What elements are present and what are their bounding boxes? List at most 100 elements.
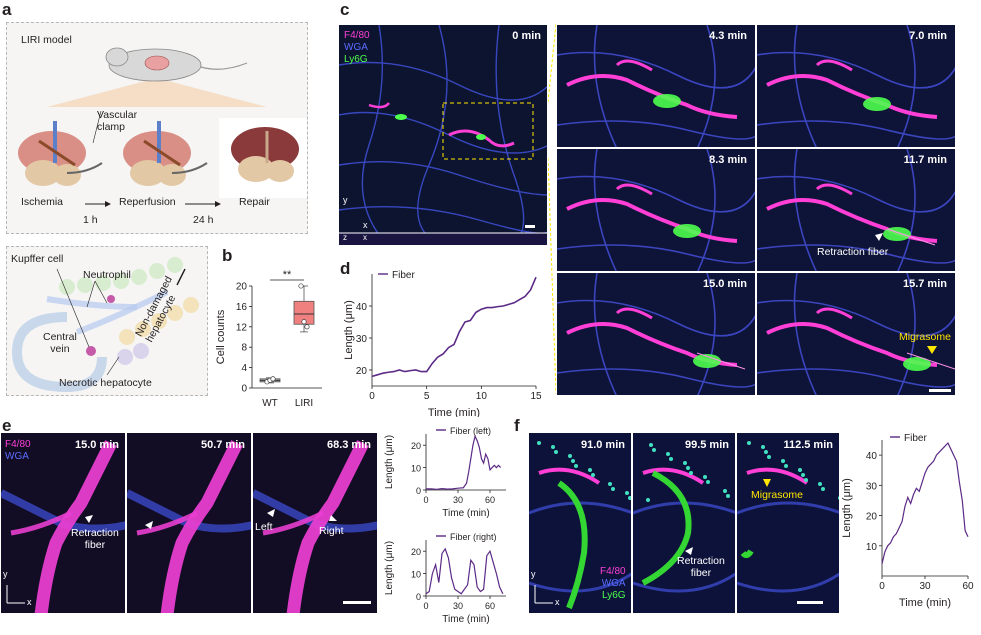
x-axis-label: Time (min)	[442, 508, 489, 519]
e-axis-y: y	[3, 569, 8, 579]
x-tick-label: 60	[485, 495, 495, 505]
f-migrasome-label: Migrasome	[751, 489, 803, 501]
c-frame-3-content	[557, 149, 755, 271]
c-retraction-fiber-label: Retraction fiber	[817, 246, 889, 258]
c-time-2: 7.0 min	[909, 30, 947, 42]
x-tick-label: 30	[919, 581, 931, 592]
e-frame-1-content	[1, 440, 125, 613]
liver-lobule-illustration	[11, 257, 199, 393]
e-channel-f480: F4/80	[5, 439, 31, 450]
c-migrasome-label: Migrasome	[899, 331, 951, 343]
y-axis-label: Length (μm)	[384, 541, 395, 595]
y-tick-label: 30	[356, 334, 368, 345]
y-tick-label: 10	[411, 570, 421, 580]
y-tick-label: 20	[356, 366, 368, 377]
x-tick-label: 0	[423, 495, 428, 505]
legend-label: Fiber (left)	[450, 426, 491, 436]
f-channels: F4/80 WGA Ly6G	[600, 566, 626, 602]
x-tick-label: 0	[369, 391, 375, 402]
c-axis-x: x	[363, 220, 368, 230]
c-frame-4-content	[757, 149, 955, 271]
c-frame-6: 15.7 min Migrasome	[756, 272, 956, 396]
series-line-0	[426, 434, 502, 490]
e-retraction-fiber-label: Retraction fiber	[71, 527, 119, 551]
y-tick-label: 0	[416, 486, 421, 496]
x-tick-label: LIRI	[295, 398, 313, 409]
fiber-length-chart: 0 5 10 15 20 30 40 Time (min) Length (μm) Fiber	[343, 270, 542, 417]
y-tick-label: 10	[866, 542, 878, 553]
significance-label: **	[283, 269, 292, 281]
y-axis-label: Cell counts	[215, 309, 227, 364]
f-frame-3-content	[737, 441, 839, 604]
x-tick-label: 5	[424, 391, 430, 402]
e-left-label: Left	[255, 521, 273, 533]
panel-label-e: e	[2, 416, 12, 435]
legend-label: Fiber	[392, 270, 415, 281]
e-axis-x: x	[27, 597, 32, 607]
legend-label: Fiber	[904, 433, 927, 444]
c-frame-4: 11.7 min Retraction fiber	[756, 148, 956, 272]
y-tick-label: 20	[411, 547, 421, 557]
e-right-label: Right	[319, 525, 344, 537]
fiber-right-chart: 0 30 60 0 10 20 Time (min) Length (μm) Fiber (ri…	[384, 532, 506, 625]
duration-1h: 1 h	[83, 214, 98, 226]
f-frame-2-content	[633, 443, 735, 593]
y-axis-label: Length (μm)	[384, 435, 395, 489]
panel-label-d: d	[340, 259, 351, 278]
e-frame-3: 68.3 min Left Right	[252, 432, 378, 614]
liri-model-box: LIRI model	[6, 22, 308, 234]
data-point	[270, 376, 276, 382]
c-time-0: 0 min	[512, 30, 541, 42]
y-tick-label: 0	[241, 384, 247, 395]
c-channel-wga: WGA	[344, 42, 368, 53]
e-channel-wga: WGA	[5, 451, 29, 462]
neutrophil-label: Neutrophil	[83, 269, 131, 281]
c-frame-2: 7.0 min	[756, 24, 956, 148]
panel-label-b: b	[222, 246, 233, 265]
c-frame-1-content	[557, 25, 755, 147]
e-frame-3-content	[253, 440, 377, 613]
y-axis-label: Length (μm)	[841, 478, 853, 538]
f-channel-wga: WGA	[601, 578, 626, 589]
overview-image: F4/80 WGA Ly6G 0 min y x z x	[338, 24, 548, 246]
x-tick-label: WT	[262, 398, 278, 409]
zoom-connector	[548, 24, 556, 394]
y-tick-label: 16	[236, 302, 248, 313]
f-frame-1: 91.0 min y x	[528, 432, 632, 614]
f-channel-f480: F4/80	[600, 566, 626, 577]
x-axis-label: Time (min)	[428, 407, 480, 417]
x-tick-label: 30	[453, 601, 463, 611]
retraction-fiber-arrowhead	[875, 233, 883, 241]
x-tick-label: 15	[530, 391, 542, 402]
y-tick-label: 40	[356, 302, 368, 313]
stage-repair: Repair	[239, 196, 270, 208]
central-vein-label: Central vein	[43, 331, 77, 355]
legend-label: Fiber (right)	[450, 532, 497, 542]
x-tick-label: 10	[476, 391, 488, 402]
series-line-0	[371, 276, 537, 378]
x-tick-label: 0	[879, 581, 885, 592]
panel-label-f: f	[514, 416, 520, 435]
series-line-0	[425, 547, 504, 595]
liri-model-title: LIRI model	[21, 34, 72, 46]
y-tick-label: 20	[236, 282, 248, 293]
necrotic-hepatocyte-label: Necrotic hepatocyte	[59, 377, 152, 389]
e-time-1: 15.0 min	[74, 439, 119, 451]
y-tick-label: 8	[241, 343, 247, 354]
f-time-3: 112.5 min	[783, 439, 833, 451]
data-point	[304, 324, 310, 330]
panel-label-c: c	[340, 0, 350, 19]
cell-counts-box-plot: 0 4 8 12 16 20 Cell counts WT LIRI **	[215, 269, 322, 409]
c-frame-1: 4.3 min	[556, 24, 756, 148]
c-axis-y: y	[343, 195, 348, 205]
f-time-2: 99.5 min	[684, 439, 729, 451]
c-time-3: 8.3 min	[709, 154, 747, 166]
x-tick-label: 0	[423, 601, 428, 611]
e-frame-1: 15.0 min F4/80 WGA Retraction fiber y x	[0, 432, 126, 614]
migrasome-arrowhead	[927, 346, 937, 354]
f-channel-ly6g: Ly6G	[602, 590, 626, 601]
e-channels: F4/80 WGA	[5, 439, 31, 463]
stage-reperfusion: Reperfusion	[119, 196, 176, 208]
liri-model-illustration	[18, 47, 307, 207]
y-tick-label: 40	[866, 451, 878, 462]
